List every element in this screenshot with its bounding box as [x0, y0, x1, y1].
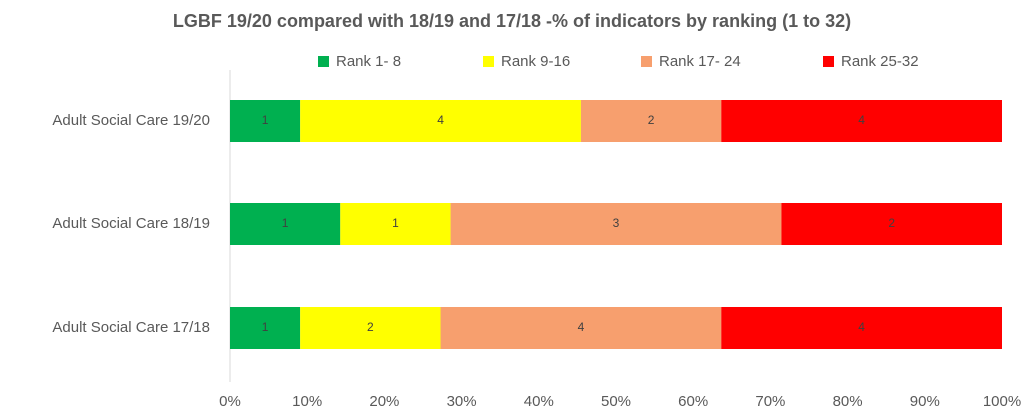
- x-tick-label: 100%: [983, 393, 1021, 408]
- data-label: 1: [262, 320, 269, 334]
- legend-swatch: [483, 56, 494, 67]
- bar-segment: [721, 307, 1002, 349]
- legend-label: Rank 9-16: [501, 53, 570, 70]
- data-label: 2: [367, 320, 374, 334]
- bar-segment: [440, 307, 722, 349]
- x-tick-label: 60%: [678, 393, 708, 408]
- data-label: 3: [613, 216, 620, 230]
- data-label: 4: [578, 320, 585, 334]
- bar-segment: [450, 203, 782, 245]
- x-tick-label: 80%: [833, 393, 863, 408]
- x-tick-label: 40%: [524, 393, 554, 408]
- bar-segment: [340, 203, 451, 245]
- x-tick-label: 50%: [601, 393, 631, 408]
- x-tick-label: 20%: [369, 393, 399, 408]
- bar-segment: [580, 100, 722, 142]
- bar-segment: [300, 100, 581, 142]
- data-label: 4: [858, 113, 865, 127]
- legend-label: Rank 17- 24: [659, 53, 741, 70]
- y-tick-label: Adult Social Care 17/18: [52, 319, 210, 336]
- x-tick-label: 90%: [910, 393, 940, 408]
- y-tick-label: Adult Social Care 18/19: [52, 215, 210, 232]
- legend-label: Rank 25-32: [841, 53, 919, 70]
- bar-segment: [721, 100, 1002, 142]
- data-label: 4: [858, 320, 865, 334]
- x-tick-label: 30%: [447, 393, 477, 408]
- bar-segment: [781, 203, 1002, 245]
- chart-title: LGBF 19/20 compared with 18/19 and 17/18…: [173, 11, 851, 31]
- bar-segment: [300, 307, 441, 349]
- bar-segment: [230, 307, 301, 349]
- data-label: 1: [262, 113, 269, 127]
- data-label: 2: [888, 216, 895, 230]
- bar-segment: [230, 203, 341, 245]
- y-tick-label: Adult Social Care 19/20: [52, 112, 210, 129]
- x-tick-label: 10%: [292, 393, 322, 408]
- x-tick-label: 0%: [219, 393, 241, 408]
- x-tick-label: 70%: [755, 393, 785, 408]
- legend-swatch: [823, 56, 834, 67]
- legend-label: Rank 1- 8: [336, 53, 401, 70]
- bar-segment: [230, 100, 301, 142]
- data-label: 2: [648, 113, 655, 127]
- data-label: 1: [282, 216, 289, 230]
- data-label: 1: [392, 216, 399, 230]
- legend-swatch: [641, 56, 652, 67]
- data-label: 4: [437, 113, 444, 127]
- legend-swatch: [318, 56, 329, 67]
